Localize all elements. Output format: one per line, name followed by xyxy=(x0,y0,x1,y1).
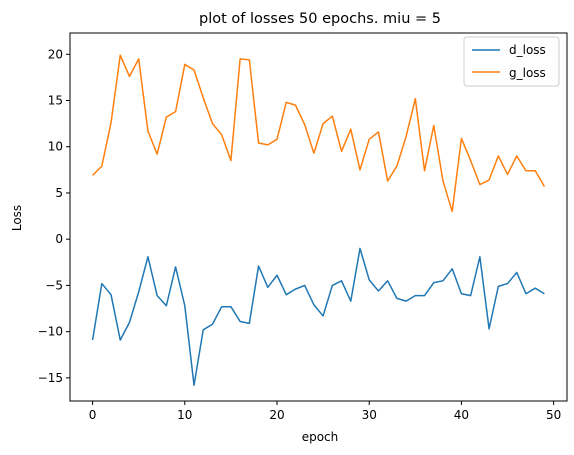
series-line-g-loss xyxy=(92,54,546,213)
y-axis: −15 −10 −5 0 5 10 15 20 xyxy=(38,47,70,385)
legend: d_loss g_loss xyxy=(463,36,560,87)
x-tick-label: 30 xyxy=(362,408,377,422)
series-layer xyxy=(91,54,546,387)
plot-frame xyxy=(69,32,568,402)
y-axis-label: Loss xyxy=(10,205,24,231)
y-tick-label: 15 xyxy=(48,93,63,107)
y-tick-label: 5 xyxy=(55,186,63,200)
y-tick-label: −15 xyxy=(38,371,63,385)
legend-label-d-loss: d_loss xyxy=(509,43,546,57)
x-tick-label: 40 xyxy=(454,408,469,422)
y-tick-label: 0 xyxy=(55,232,63,246)
series-line-d-loss xyxy=(91,247,545,387)
x-tick-label: 20 xyxy=(269,408,284,422)
chart-title: plot of losses 50 epochs. miu = 5 xyxy=(199,11,441,27)
y-tick-label: −10 xyxy=(38,325,63,339)
y-tick-label: −5 xyxy=(45,278,63,292)
y-tick-label: 20 xyxy=(48,47,63,61)
x-tick-label: 0 xyxy=(89,408,97,422)
x-tick-label: 10 xyxy=(177,408,192,422)
x-tick-label: 50 xyxy=(546,408,561,422)
legend-label-g-loss: g_loss xyxy=(509,66,546,80)
y-tick-label: 10 xyxy=(48,140,63,154)
x-axis: 0 10 20 30 40 50 xyxy=(89,401,561,422)
x-axis-label: epoch xyxy=(302,430,339,444)
